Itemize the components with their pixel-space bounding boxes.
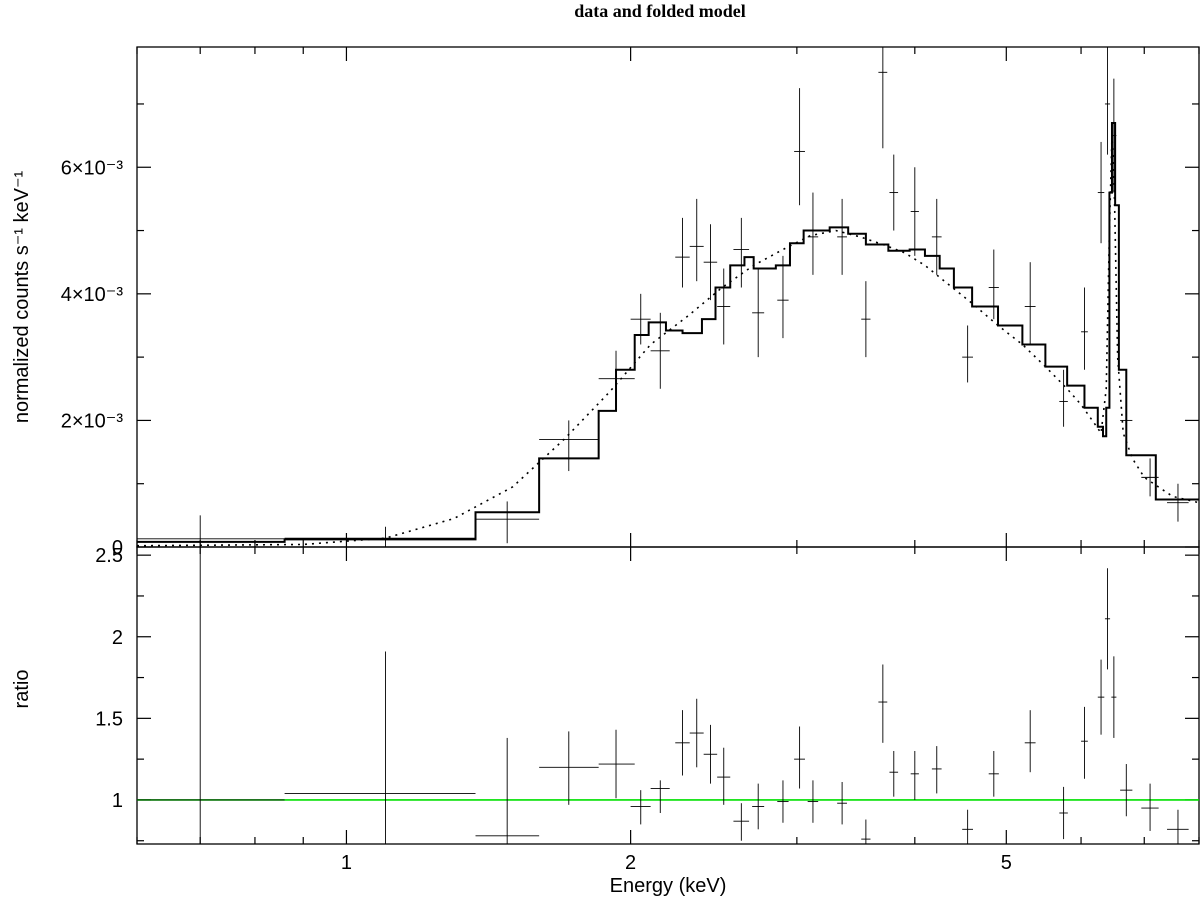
spectrum-data-group — [137, 47, 1189, 547]
spectrum-data-point — [539, 420, 599, 472]
spectrum-data-point — [988, 249, 999, 320]
spectrum-data-point — [837, 198, 847, 275]
spectrum-data-point — [777, 255, 789, 339]
ratio-data-group — [137, 547, 1189, 844]
x-axis-label: Energy (keV) — [610, 875, 727, 897]
ratio-data-point — [878, 664, 888, 743]
spectrum-data-point — [1120, 395, 1133, 446]
ratio-data-point — [675, 710, 690, 776]
spectrum-data-point — [717, 268, 731, 345]
spectrum-data-point — [962, 325, 974, 383]
ratio-data-point — [988, 750, 999, 797]
ratio-data-point — [752, 783, 765, 830]
spectrum-data-point — [1024, 262, 1036, 345]
ratio-y-tick-label: 1 — [112, 790, 123, 812]
ratio-y-axis-label: ratio — [11, 670, 33, 709]
spectrum-panel-frame — [136, 46, 1200, 548]
ratio-data-point — [284, 651, 476, 844]
ratio-data-point — [889, 750, 899, 797]
ratio-y-tick-label: 2.5 — [95, 545, 123, 567]
spectrum-data-point — [1141, 458, 1159, 497]
ratio-data-point — [861, 819, 871, 844]
spectrum-tick-group: 0 2×10⁻³ 4×10⁻³ 6×10⁻³ — [61, 47, 1200, 559]
ratio-data-point — [137, 547, 285, 844]
ratio-data-point — [962, 809, 974, 844]
x-tick-label: 2 — [625, 852, 636, 874]
spectrum-model-step-group — [137, 121, 1199, 543]
chart-title: data and folded model — [574, 1, 746, 21]
spectrum-data-point — [861, 281, 871, 358]
ratio-tick-group: 1 1.5 2 2.5 — [95, 545, 1200, 844]
ratio-data-point — [1097, 659, 1105, 735]
ratio-data-point — [777, 780, 789, 823]
spectrum-data-point — [630, 293, 651, 345]
ratio-data-point — [630, 790, 651, 825]
ratio-y-tick-label: 1.5 — [95, 708, 123, 730]
spectrum-data-point — [675, 217, 690, 288]
ratio-panel-frame — [136, 546, 1200, 845]
spectrum-data-point — [703, 224, 718, 301]
ratio-data-point — [1104, 568, 1111, 670]
ratio-data-point — [1059, 786, 1068, 840]
ratio-panel: 1 1.5 2 2.5 ratio — [11, 545, 1200, 845]
spectrum-panel: 0 2×10⁻³ 4×10⁻³ 6×10⁻³ normalized counts s⁻… — [11, 46, 1200, 559]
spectrum-y-tick-label: 0 — [112, 537, 123, 559]
x-tick-labels: 1 2 5 — [341, 852, 1012, 874]
spectrum-data-point — [689, 198, 704, 282]
spectrum-y-tick-label: 4×10⁻³ — [61, 284, 124, 306]
spectrum-data-point — [1097, 141, 1105, 244]
ratio-data-point — [1111, 656, 1117, 738]
ratio-data-point — [733, 803, 750, 841]
spectrum-data-point — [650, 312, 670, 389]
spectrum-data-point — [137, 515, 285, 547]
spectrum-data-point — [889, 154, 899, 231]
spectrum-y-axis-label: normalized counts s⁻¹ keV⁻¹ — [11, 171, 33, 424]
spectrum-data-point — [1111, 78, 1117, 193]
ratio-data-point — [703, 724, 718, 784]
spectrum-data-point — [1081, 287, 1088, 370]
spectrum-data-point — [1167, 483, 1189, 522]
ratio-data-point — [1141, 783, 1159, 831]
ratio-data-point — [475, 737, 540, 844]
ratio-data-point — [807, 780, 819, 823]
spectrum-model-step-line — [137, 121, 1199, 543]
spectrum-data-point — [475, 501, 540, 544]
spectrum-model-smooth-line — [136, 135, 1200, 547]
spectrum-data-point — [931, 198, 942, 275]
spectrum-data-point — [794, 88, 805, 206]
ratio-data-point — [794, 726, 805, 789]
ratio-data-point — [717, 747, 731, 805]
ratio-data-point — [1081, 706, 1088, 779]
spectrum-y-tick-label: 2×10⁻³ — [61, 410, 124, 432]
x-tick-label: 5 — [1001, 852, 1012, 874]
ratio-data-point — [1120, 764, 1133, 817]
spectrum-model-smooth-group — [136, 135, 1200, 547]
spectrum-data-point — [284, 526, 476, 547]
ratio-data-point — [910, 750, 919, 800]
ratio-data-point — [689, 698, 704, 768]
spectrum-data-point — [733, 217, 750, 288]
spectrum-data-point — [752, 268, 765, 358]
ratio-y-tick-label: 2 — [112, 627, 123, 649]
ratio-data-point — [931, 746, 942, 794]
spectrum-data-point — [598, 350, 635, 408]
spectrum-data-point — [1104, 47, 1111, 155]
ratio-data-point — [1024, 710, 1036, 773]
spectrum-data-point — [910, 167, 919, 256]
x-tick-label: 1 — [341, 852, 352, 874]
ratio-data-point — [650, 780, 670, 813]
ratio-data-point — [837, 781, 847, 825]
spectrum-data-point — [1059, 369, 1068, 427]
spectrum-data-point — [807, 192, 819, 275]
spectrum-y-tick-label: 6×10⁻³ — [61, 157, 124, 179]
spectrum-data-point — [878, 47, 888, 149]
ratio-data-point — [1167, 809, 1189, 844]
ratio-data-point — [539, 731, 599, 805]
ratio-data-point — [598, 729, 635, 799]
